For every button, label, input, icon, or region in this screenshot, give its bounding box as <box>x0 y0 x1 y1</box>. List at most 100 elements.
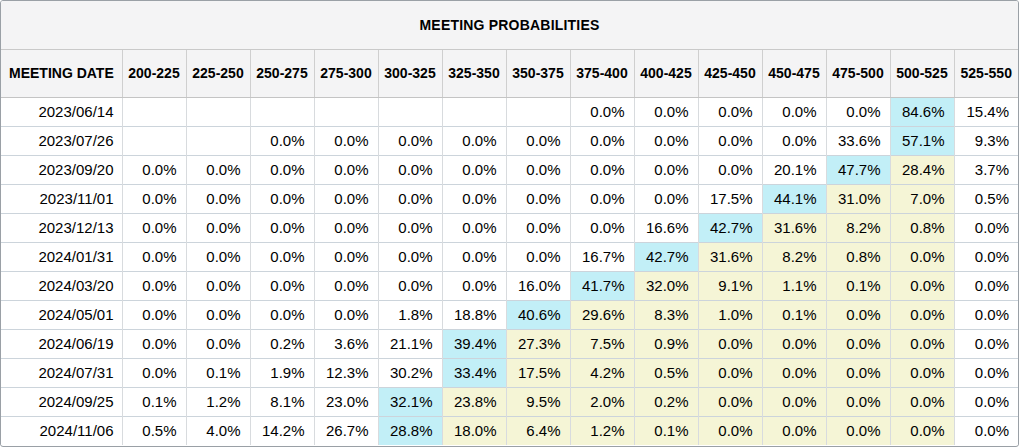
probability-cell: 0.0% <box>122 300 186 329</box>
column-header-row: MEETING DATE200-225225-250250-275275-300… <box>1 49 1018 97</box>
probability-cell: 0.0% <box>442 155 506 184</box>
probability-cell: 0.1% <box>186 358 250 387</box>
meeting-date-cell: 2023/07/26 <box>1 126 122 155</box>
probability-cell: 23.0% <box>314 387 378 416</box>
probability-cell-highlighted: 27.3% <box>506 329 570 358</box>
table-row: 2024/01/310.0%0.0%0.0%0.0%0.0%0.0%0.0%16… <box>1 242 1018 271</box>
probability-cell: 0.0% <box>250 213 314 242</box>
probability-cell-highlighted: 0.0% <box>890 358 954 387</box>
probability-cell <box>122 97 186 126</box>
probability-cell: 0.0% <box>954 329 1018 358</box>
probability-cell: 0.0% <box>634 97 698 126</box>
probability-cell: 0.0% <box>570 213 634 242</box>
probability-cell-highlighted: 0.0% <box>826 387 890 416</box>
meeting-date-cell: 2024/09/25 <box>1 387 122 416</box>
probability-cell: 3.6% <box>314 329 378 358</box>
probability-cell: 0.0% <box>506 242 570 271</box>
probability-cell-highlighted: 7.5% <box>570 329 634 358</box>
probability-cell-highlighted: 9.5% <box>506 387 570 416</box>
probability-cell: 0.0% <box>314 184 378 213</box>
probability-cell-highest: 57.1% <box>890 126 954 155</box>
probability-cell: 0.5% <box>954 184 1018 213</box>
probability-cell: 0.0% <box>698 126 762 155</box>
column-header-rate-range: 525-550 <box>954 49 1018 97</box>
probability-cell: 0.0% <box>314 242 378 271</box>
probability-cell: 0.0% <box>122 155 186 184</box>
probability-cell: 0.0% <box>698 155 762 184</box>
probability-cell-highlighted: 31.6% <box>762 213 826 242</box>
probability-cell: 0.0% <box>186 329 250 358</box>
probability-cell: 0.0% <box>954 242 1018 271</box>
probability-cell: 0.0% <box>442 271 506 300</box>
probability-cell: 20.1% <box>762 155 826 184</box>
probability-cell: 26.7% <box>314 416 378 445</box>
probability-cell-highlighted: 28.4% <box>890 155 954 184</box>
probability-cell: 0.0% <box>570 97 634 126</box>
meeting-date-cell: 2023/12/13 <box>1 213 122 242</box>
meeting-probabilities-panel: MEETING PROBABILITIES MEETING DATE200-22… <box>0 0 1019 447</box>
probability-cell <box>122 126 186 155</box>
probability-cell: 0.0% <box>378 126 442 155</box>
probability-cell: 0.0% <box>186 213 250 242</box>
probability-cell-highlighted: 18.0% <box>442 416 506 445</box>
probability-cell <box>378 97 442 126</box>
probability-cell-highlighted: 6.4% <box>506 416 570 445</box>
probability-cell-highest: 42.7% <box>698 213 762 242</box>
table-row: 2023/09/200.0%0.0%0.0%0.0%0.0%0.0%0.0%0.… <box>1 155 1018 184</box>
table-row: 2023/06/140.0%0.0%0.0%0.0%0.0%84.6%15.4% <box>1 97 1018 126</box>
probability-cell: 0.0% <box>762 126 826 155</box>
probability-cell-highlighted: 0.0% <box>826 300 890 329</box>
column-header-rate-range: 300-325 <box>378 49 442 97</box>
probability-cell: 21.1% <box>378 329 442 358</box>
probability-cell: 0.0% <box>122 184 186 213</box>
probability-cell-highlighted: 0.0% <box>890 242 954 271</box>
probability-cell: 0.0% <box>250 155 314 184</box>
probability-cell-highlighted: 0.0% <box>890 387 954 416</box>
column-header-rate-range: 375-400 <box>570 49 634 97</box>
column-header-rate-range: 350-375 <box>506 49 570 97</box>
probability-cell: 0.0% <box>634 126 698 155</box>
probability-cell: 0.0% <box>442 184 506 213</box>
table-row: 2024/03/200.0%0.0%0.0%0.0%0.0%0.0%16.0%4… <box>1 271 1018 300</box>
probability-cell-highest: 32.1% <box>378 387 442 416</box>
table-row: 2024/06/190.0%0.0%0.2%3.6%21.1%39.4%27.3… <box>1 329 1018 358</box>
meeting-date-cell: 2023/11/01 <box>1 184 122 213</box>
probability-cell: 0.0% <box>122 358 186 387</box>
probability-cell: 0.0% <box>378 271 442 300</box>
probability-cell-highlighted: 29.6% <box>570 300 634 329</box>
probability-cell-highest: 39.4% <box>442 329 506 358</box>
probability-cell-highest: 40.6% <box>506 300 570 329</box>
probability-cell-highlighted: 0.0% <box>890 271 954 300</box>
probability-cell-highlighted: 0.0% <box>890 300 954 329</box>
probability-cell: 0.0% <box>314 155 378 184</box>
meeting-date-cell: 2024/05/01 <box>1 300 122 329</box>
probability-cell-highest: 84.6% <box>890 97 954 126</box>
probability-cell-highlighted: 32.0% <box>634 271 698 300</box>
probability-cell: 0.0% <box>314 300 378 329</box>
meeting-date-cell: 2024/07/31 <box>1 358 122 387</box>
probability-cell-highest: 44.1% <box>762 184 826 213</box>
meeting-probabilities-table: MEETING PROBABILITIES MEETING DATE200-22… <box>1 1 1018 445</box>
probability-cell: 0.0% <box>506 213 570 242</box>
meeting-date-cell: 2024/01/31 <box>1 242 122 271</box>
probability-cell-highlighted: 0.0% <box>698 387 762 416</box>
probability-cell: 0.1% <box>122 387 186 416</box>
probability-cell: 0.0% <box>378 155 442 184</box>
probability-cell: 0.0% <box>506 155 570 184</box>
probability-cell: 0.0% <box>250 242 314 271</box>
table-row: 2024/11/060.5%4.0%14.2%26.7%28.8%18.0%6.… <box>1 416 1018 445</box>
table-row: 2023/11/010.0%0.0%0.0%0.0%0.0%0.0%0.0%0.… <box>1 184 1018 213</box>
probability-cell <box>506 97 570 126</box>
probability-cell-highlighted: 8.3% <box>634 300 698 329</box>
probability-cell: 16.6% <box>634 213 698 242</box>
probability-cell-highlighted: 0.0% <box>762 329 826 358</box>
probability-cell-highlighted: 0.1% <box>762 300 826 329</box>
probability-cell: 0.0% <box>314 126 378 155</box>
probability-cell: 0.0% <box>122 213 186 242</box>
probability-cell-highlighted: 2.0% <box>570 387 634 416</box>
probability-cell: 0.0% <box>442 242 506 271</box>
probability-cell: 0.0% <box>506 184 570 213</box>
probability-cell: 0.0% <box>186 184 250 213</box>
probability-cell: 12.3% <box>314 358 378 387</box>
probability-cell: 0.0% <box>122 329 186 358</box>
